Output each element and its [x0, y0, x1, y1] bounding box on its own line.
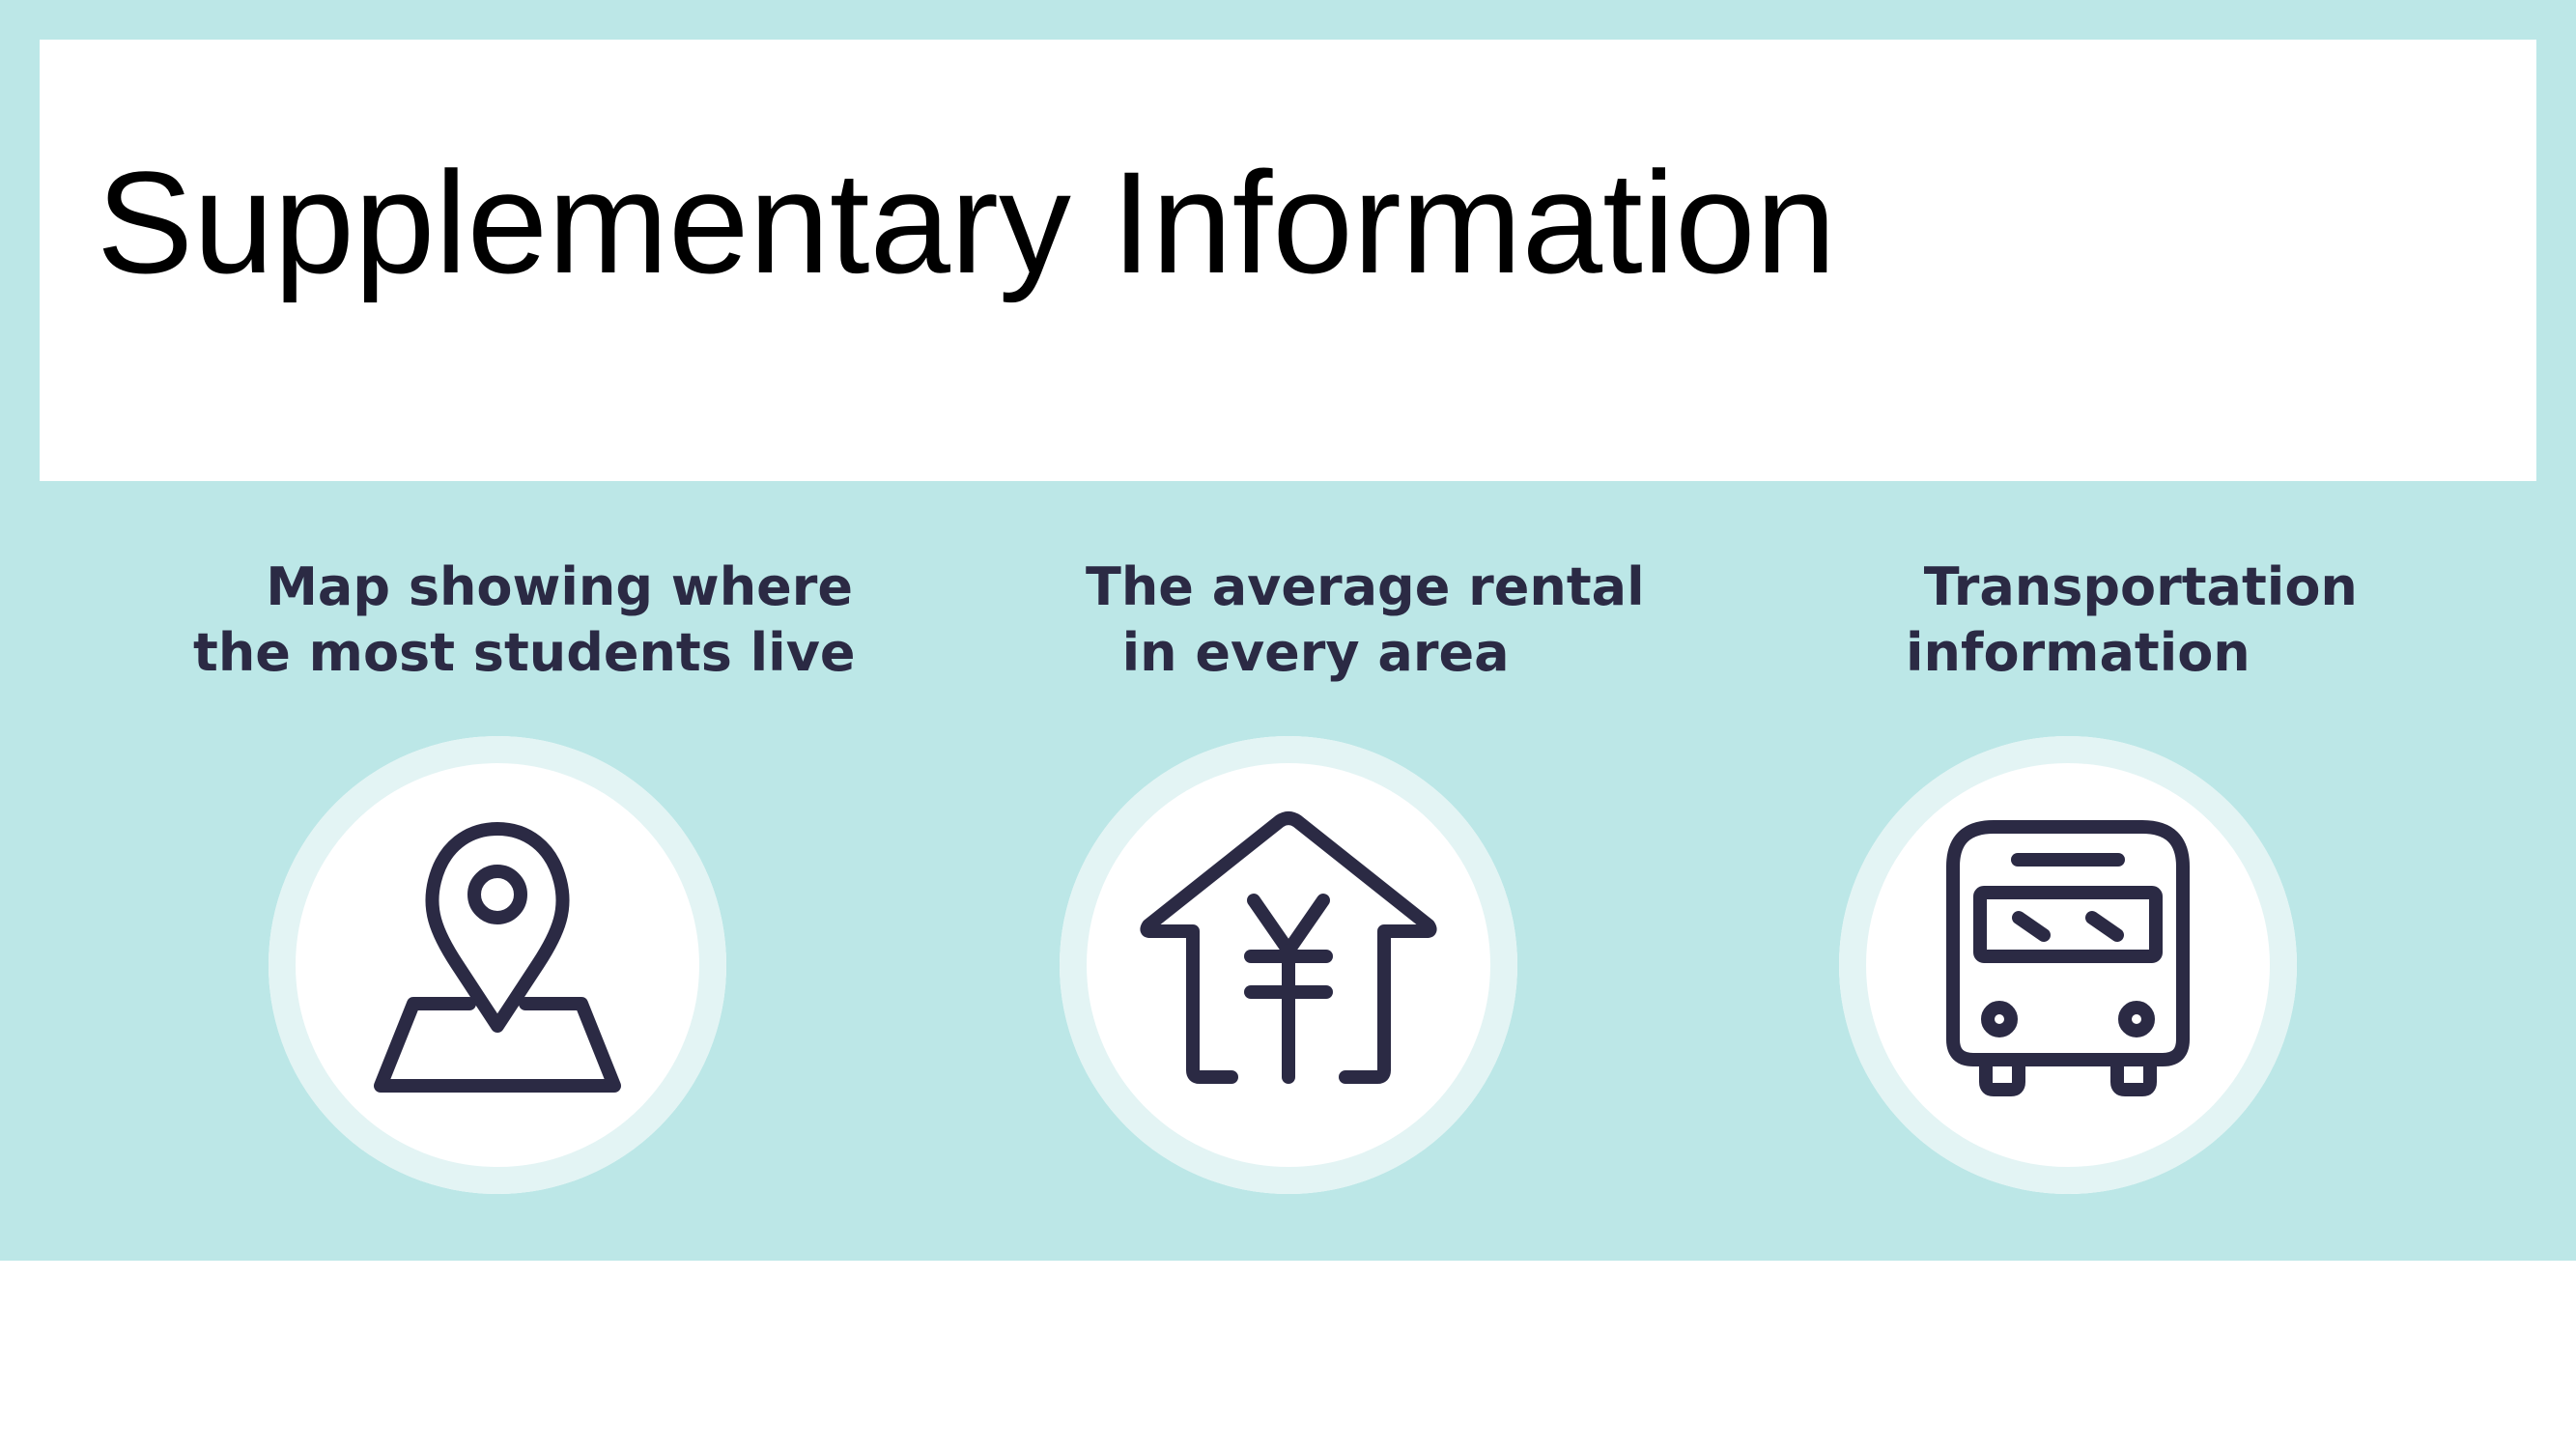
icon-circle-rental [1060, 736, 1517, 1194]
caption-student-map: Map showing where the most students live [193, 556, 856, 683]
map-pin-icon [374, 822, 621, 1093]
title-card [40, 40, 2536, 481]
caption-transportation: Transportation information [1906, 556, 2358, 683]
bus-icon [1946, 820, 2190, 1096]
caption-average-rental: The average rental in every area [1086, 556, 1645, 683]
icon-circle-map [269, 736, 726, 1194]
house-yen-icon [1140, 811, 1437, 1084]
page-title: Supplementary Information [97, 141, 1836, 303]
icon-circle-transport [1839, 736, 2297, 1194]
